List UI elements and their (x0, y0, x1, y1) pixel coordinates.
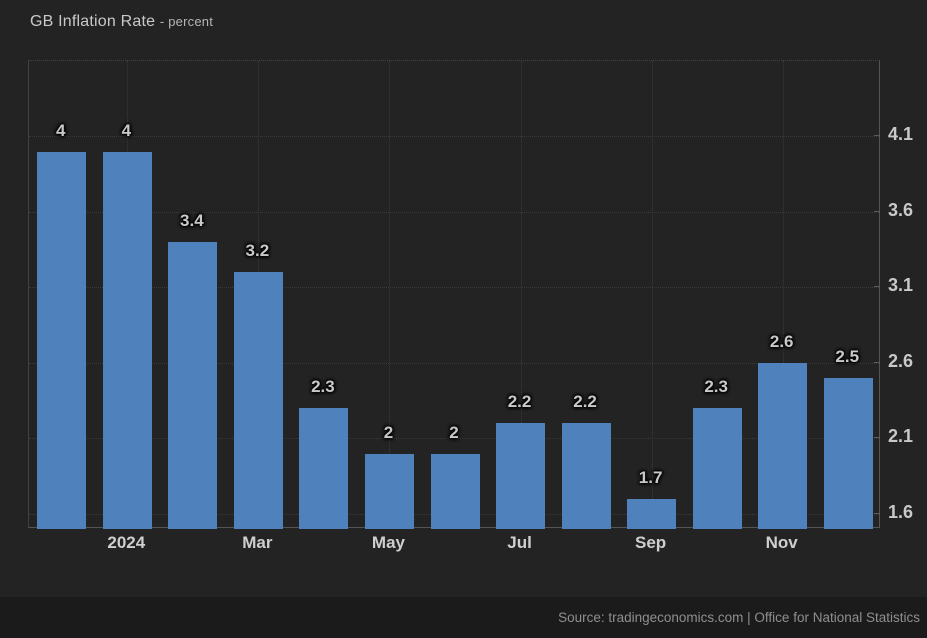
x-axis-tick-label: Sep (635, 533, 667, 552)
bar[interactable] (627, 498, 677, 529)
gridline-vertical (520, 61, 522, 527)
bar-value-label: 4 (121, 120, 132, 140)
bar[interactable] (299, 408, 349, 529)
gridline-horizontal (29, 136, 879, 138)
y-axis-tick-label: 4.1 (888, 124, 914, 145)
y-axis-tick (874, 135, 880, 137)
x-axis-tick-label: Jul (507, 533, 532, 552)
chart-subtitle: - percent (159, 14, 214, 29)
y-axis-tick-label: 2.6 (888, 350, 914, 371)
y-axis-tick-label: 3.1 (888, 275, 914, 296)
bar-value-label: 3.2 (245, 241, 270, 261)
bar[interactable] (823, 378, 873, 529)
bar[interactable] (692, 408, 742, 529)
chart-title: GB Inflation Rate - percent (30, 13, 213, 31)
bar[interactable] (364, 453, 414, 529)
y-axis-tick (874, 286, 880, 288)
gridline-horizontal (29, 211, 879, 213)
bar-value-label: 2.6 (769, 331, 794, 351)
bar-value-label: 1.7 (638, 467, 663, 487)
y-axis-tick (874, 437, 880, 439)
gridline-vertical (651, 61, 653, 527)
gridline-vertical (389, 61, 391, 527)
bar-value-label: 3.4 (180, 211, 204, 231)
bar-value-label: 2.3 (311, 377, 335, 397)
gridline-horizontal (29, 438, 879, 440)
bar[interactable] (233, 272, 283, 529)
bar-value-label: 2.2 (573, 392, 597, 412)
chart-title-text: GB Inflation Rate (30, 13, 156, 30)
bar[interactable] (102, 151, 152, 529)
y-axis-tick (874, 361, 880, 363)
y-axis-tick (874, 512, 880, 514)
bar-value-label: 2 (449, 422, 459, 442)
bar[interactable] (561, 423, 611, 529)
y-axis-tick-label: 2.1 (888, 426, 914, 447)
bar[interactable] (37, 151, 87, 529)
source-attribution: Source: tradingeconomics.com | Office fo… (558, 610, 920, 625)
bar-value-label: 2 (383, 422, 394, 442)
x-axis-tick-label: Mar (242, 533, 273, 552)
bar[interactable] (758, 362, 808, 529)
y-axis-tick (874, 210, 880, 212)
bar[interactable] (496, 423, 546, 529)
bar[interactable] (168, 242, 218, 529)
bar[interactable] (430, 453, 480, 529)
bar-value-label: 2.3 (704, 377, 728, 397)
plot-area (28, 60, 880, 529)
gridline-horizontal (29, 362, 879, 364)
x-axis-tick-label: 2024 (107, 533, 146, 552)
gridline-horizontal (29, 287, 879, 289)
footer-bar: Source: tradingeconomics.com | Office fo… (0, 597, 927, 638)
y-axis-tick-label: 3.6 (888, 199, 914, 220)
y-axis-tick-label: 1.6 (888, 501, 914, 522)
gridline-vertical (782, 61, 784, 527)
x-axis-tick-label: Nov (765, 533, 798, 552)
x-axis-tick-label: May (371, 533, 405, 552)
bar-value-label: 4 (56, 120, 66, 140)
bar-value-label: 2.2 (507, 392, 532, 412)
bar-value-label: 2.5 (835, 347, 860, 367)
